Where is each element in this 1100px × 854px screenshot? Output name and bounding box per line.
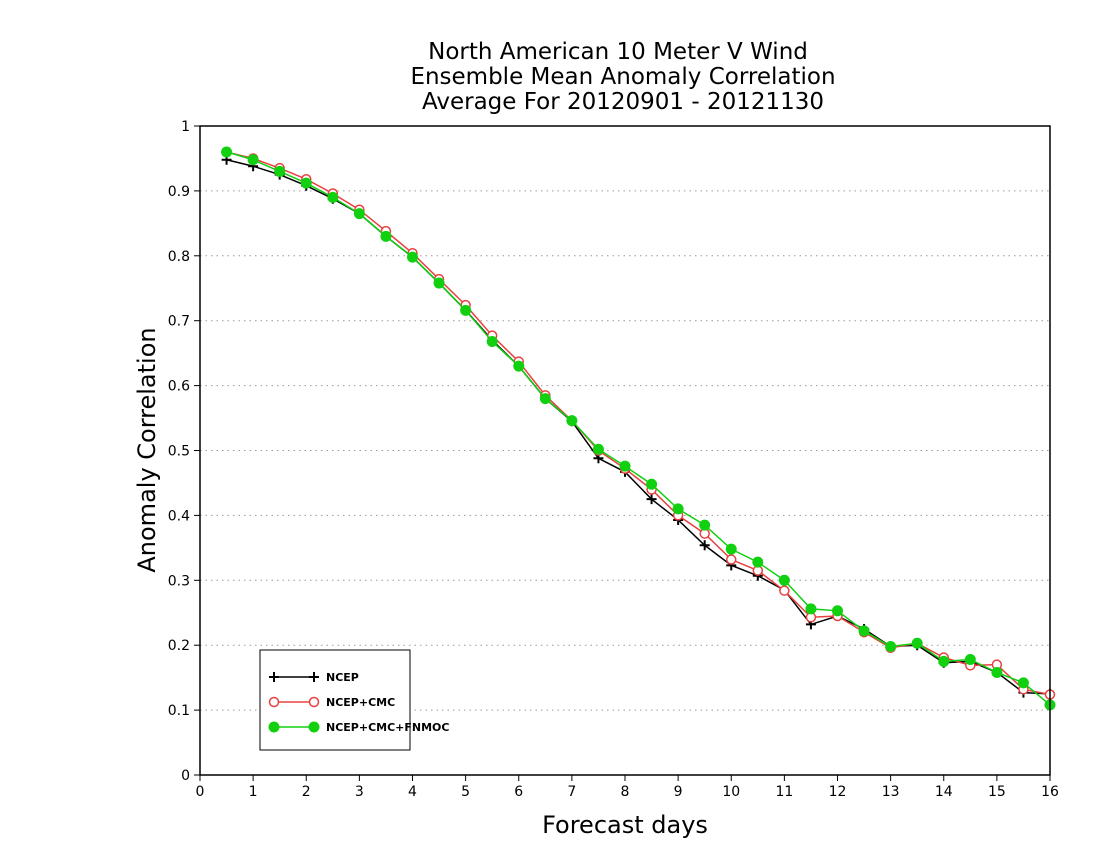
title-line-2: Ensemble Mean Anomaly Correlation [410,64,835,90]
data-point [486,335,498,347]
legend-marker [308,696,320,708]
data-point [619,460,631,472]
y-tick-label: 0.1 [168,703,190,719]
series-line [226,151,1051,696]
y-axis-label: Anomaly Correlation [133,327,161,572]
y-tick-label: 1 [181,119,190,135]
legend-box [259,649,411,751]
data-point [327,191,339,203]
series-ncep [221,154,1055,699]
x-tick-label: 2 [302,784,311,800]
data-point [247,154,259,166]
data-point [725,543,737,555]
y-tick-label: 0.5 [168,444,190,460]
data-point [300,177,312,189]
legend-item: NCEP+CMC+FNMOC [268,721,449,734]
x-tick-label: 6 [514,784,523,800]
x-tick-label: 3 [355,784,364,800]
legend-item: NCEP+CMC [268,696,395,709]
data-point [832,605,843,617]
x-tick-label: 4 [408,784,417,800]
data-point [911,637,923,649]
series-layer [221,146,1056,711]
y-tick-label: 0.4 [168,508,190,524]
legend-marker [309,672,319,682]
data-point [964,653,976,665]
data-point [778,574,790,586]
axis-ticks: 00.10.20.30.40.50.60.70.80.910 1 2 3 4 5 6 7 8 9 1… [168,119,1059,800]
series-ncep-cmc [221,146,1056,700]
data-point [407,251,418,263]
data-point [1017,677,1029,689]
y-tick-label: 0.2 [168,638,190,654]
data-point [672,503,684,515]
data-point [805,603,817,615]
legend-label: NCEP+CMC+FNMOC [326,721,449,734]
x-tick-label: 15 [988,784,1006,800]
data-point [380,230,392,242]
data-point [433,277,445,289]
y-tick-label: 0.6 [168,379,190,395]
series-line [226,151,1051,706]
data-point [274,165,286,177]
legend-marker [268,696,280,708]
data-point [699,540,710,551]
y-tick-label: 0.7 [168,314,190,330]
data-point [513,360,525,372]
title-line-3: Average For 20120901 - 20121130 [422,89,824,115]
data-point [885,640,897,652]
series-line [226,159,1051,695]
x-tick-label: 16 [1041,784,1059,800]
y-tick-label: 0.9 [168,184,190,200]
plot-frame [199,125,1051,776]
y-tick-label: 0 [181,768,190,784]
legend-label: NCEP+CMC [326,696,395,709]
data-point [752,556,764,568]
x-tick-label: 12 [829,784,847,800]
legend-label: NCEP [326,671,359,684]
data-point [726,554,737,565]
data-point [592,443,604,455]
data-point [539,393,551,405]
legend-marker [268,721,280,733]
data-point [991,666,1003,678]
legend-item: NCEP [269,671,359,684]
title-line-1: North American 10 Meter V Wind [428,39,808,65]
y-tick-label: 0.3 [168,573,190,589]
chart-title: North American 10 Meter V Wind Ensemble … [410,39,835,115]
x-tick-label: 11 [775,784,793,800]
x-tick-label: 5 [461,784,470,800]
data-point [221,146,233,158]
x-tick-label: 10 [722,784,740,800]
data-point [566,415,578,427]
legend-marker [269,672,279,682]
data-point [646,478,658,490]
data-point [699,519,711,531]
data-point [858,625,870,637]
x-tick-label: 0 [196,784,205,800]
x-axis-label: Forecast days [542,811,708,839]
data-point [938,655,950,667]
x-tick-label: 7 [567,784,576,800]
data-point [353,208,365,220]
data-point [779,585,790,596]
data-point [646,494,657,505]
gridlines [200,190,1050,711]
x-tick-label: 14 [935,784,953,800]
x-tick-label: 9 [674,784,683,800]
y-tick-label: 0.8 [168,249,190,265]
x-tick-label: 1 [249,784,258,800]
legend-marker [308,721,320,733]
data-point [460,304,472,316]
legend: NCEP NCEP+CMC NCEP+CMC+FNMOC [259,649,449,751]
series-ncep-cmc-fnmoc [221,146,1056,711]
x-tick-label: 8 [621,784,630,800]
x-tick-label: 13 [882,784,900,800]
